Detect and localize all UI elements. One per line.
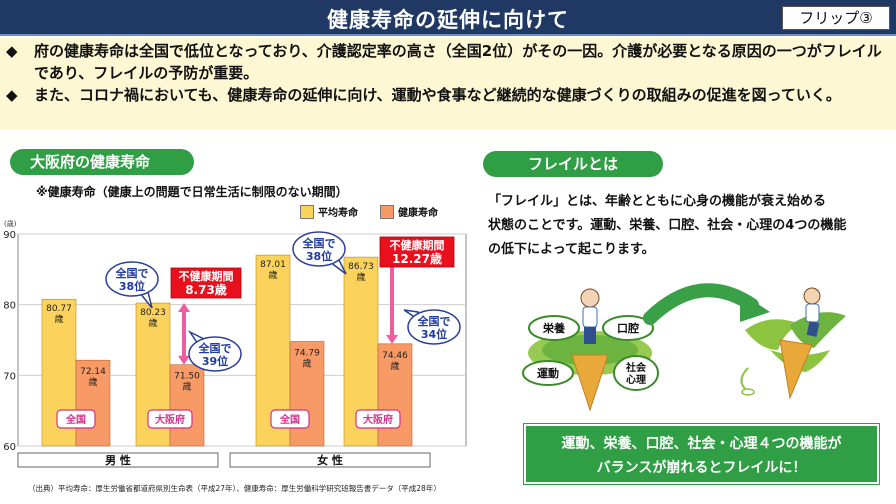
region-tag-label: 大阪府 bbox=[155, 413, 185, 426]
gender-box-female bbox=[229, 452, 431, 468]
bar-healthy bbox=[169, 364, 205, 447]
region-tag-box bbox=[270, 409, 310, 429]
unhealthy-period-label: 不健康期間 bbox=[390, 238, 445, 252]
leaf-label-oral: 口腔 bbox=[617, 321, 639, 335]
intro-bullet: ◆ 府の健康寿命は全国で低位となっており、介護認定率の高さ（全国2位）がその一因… bbox=[6, 40, 890, 84]
data-label-average: 80.23 歳 bbox=[140, 308, 166, 329]
rank-callout bbox=[292, 231, 346, 267]
frailty-description: 「フレイル」とは、年齢とともに心身の機能が衰え始める 状態のことです。運動、栄養… bbox=[488, 190, 888, 262]
rank-callout bbox=[407, 309, 461, 345]
legend-label-healthy: 健康寿命 bbox=[398, 208, 438, 219]
y-tick-label: 90 bbox=[3, 230, 16, 241]
legend-swatch-average bbox=[300, 204, 314, 219]
gender-label-male: 男 性 bbox=[105, 453, 131, 467]
y-tick-label: 60 bbox=[3, 442, 16, 453]
frailty-description-line: 状態のことです。運動、栄養、口腔、社会・心理の4つの機能 bbox=[488, 218, 847, 233]
region-tag-box bbox=[355, 409, 401, 429]
chart-note: ※健康寿命（健康上の問題で日常生活に制限のない期間） bbox=[36, 185, 348, 199]
unhealthy-period-value: 8.73歳 bbox=[185, 282, 227, 297]
data-label-average: 86.73 歳 bbox=[348, 262, 374, 283]
arrow-up-icon bbox=[178, 303, 190, 313]
leaf-exercise: 運動 bbox=[522, 360, 574, 386]
rank-callout bbox=[188, 336, 242, 372]
region-tag-label: 全国 bbox=[279, 413, 300, 426]
leaf-oral: 口腔 bbox=[602, 315, 654, 341]
rank-callout-text: 全国で 38位 bbox=[302, 236, 336, 263]
unhealthy-period-box bbox=[170, 267, 242, 299]
arrow-down-icon bbox=[386, 334, 398, 344]
data-label-average: 87.01 歳 bbox=[260, 260, 286, 281]
source-note: （出典）平均寿命：厚生労働省都道府県別生命表（平成27年）、健康寿命：厚生労働科… bbox=[28, 484, 441, 493]
y-tick-label: 80 bbox=[3, 301, 16, 312]
life-expectancy-chart: 60 70 80 90 (歳) 80.77 歳 72.14 歳全国 80.23 歳 71.50 歳大阪府… bbox=[3, 219, 467, 468]
diamond-bullet-icon: ◆ bbox=[6, 42, 18, 60]
data-label-healthy: 74.46 歳 bbox=[382, 351, 408, 372]
legend-swatch-healthy bbox=[380, 204, 394, 219]
frailty-conclusion: 運動、栄養、口腔、社会・心理４つの機能が バランスが崩れるとフレイルに！ bbox=[524, 424, 879, 484]
legend-item-average: 平均寿命 bbox=[300, 204, 358, 219]
balanced-top-figure bbox=[528, 288, 652, 412]
bar-healthy bbox=[377, 343, 413, 447]
gender-box-male bbox=[17, 452, 219, 468]
unhealthy-period-label: 不健康期間 bbox=[179, 269, 234, 283]
osaka-section-heading: 大阪府の健康寿命 bbox=[10, 149, 194, 175]
data-label-healthy: 74.79 歳 bbox=[294, 348, 320, 369]
rank-callout-text: 全国で 39位 bbox=[198, 341, 232, 368]
intro-bullet: ◆ また、コロナ禍においても、健康寿命の延伸に向け、運動や食事など継続的な健康づ… bbox=[6, 84, 890, 106]
page-title: 健康寿命の延伸に向けて bbox=[327, 8, 569, 32]
rank-callout-text: 全国で 38位 bbox=[115, 266, 149, 293]
legend-label-average: 平均寿命 bbox=[318, 208, 358, 219]
frailty-conclusion-line: 運動、栄養、口腔、社会・心理４つの機能が bbox=[561, 436, 842, 452]
region-tag-box bbox=[147, 409, 193, 429]
y-unit-label: (歳) bbox=[4, 219, 17, 228]
diamond-bullet-icon: ◆ bbox=[6, 86, 18, 104]
intro-panel: ◆ 府の健康寿命は全国で低位となっており、介護認定率の高さ（全国2位）がその一因… bbox=[0, 38, 896, 130]
flip-label: フリップ③ bbox=[782, 6, 890, 30]
leaf-label-exercise: 運動 bbox=[537, 366, 559, 380]
y-tick-label: 70 bbox=[3, 371, 16, 382]
leaf-label-social: 社会心理 bbox=[625, 361, 646, 386]
unhealthy-period-box bbox=[379, 236, 455, 268]
legend-item-healthy: 健康寿命 bbox=[380, 204, 438, 219]
transition-arrow-icon bbox=[643, 283, 759, 325]
rank-callout-text: 全国で 34位 bbox=[417, 314, 451, 341]
intro-bullet-text: 府の健康寿命は全国で低位となっており、介護認定率の高さ（全国2位）がその一因。介… bbox=[34, 42, 882, 82]
leaf-social: 社会心理 bbox=[613, 355, 659, 391]
unhealthy-period-value: 12.27歳 bbox=[392, 251, 442, 266]
title-bar: 健康寿命の延伸に向けて フリップ③ bbox=[0, 0, 896, 36]
gender-label-female: 女 性 bbox=[317, 453, 343, 467]
frailty-description-line: 「フレイル」とは、年齢とともに心身の機能が衰え始める bbox=[488, 194, 827, 209]
transition-arrowhead-icon bbox=[740, 292, 770, 322]
frailty-illustration: 栄養 口腔 運動 社会心理 bbox=[522, 283, 846, 412]
arrow-down-icon bbox=[178, 355, 190, 365]
leaf-nutrition: 栄養 bbox=[528, 315, 580, 341]
frailty-description-line: の低下によって起こります。 bbox=[488, 242, 655, 257]
data-label-healthy: 71.50 歳 bbox=[174, 372, 200, 393]
region-tag-label: 全国 bbox=[65, 413, 86, 426]
data-label-healthy: 72.14 歳 bbox=[80, 367, 106, 388]
leaf-label-nutrition: 栄養 bbox=[542, 321, 565, 335]
bar-healthy bbox=[75, 359, 111, 447]
rank-callout bbox=[105, 261, 159, 297]
data-label-average: 80.77 歳 bbox=[46, 304, 72, 325]
frailty-section-heading: フレイルとは bbox=[483, 151, 663, 177]
unbalanced-top-figure bbox=[740, 287, 846, 400]
frailty-conclusion-line: バランスが崩れるとフレイルに！ bbox=[596, 460, 807, 476]
region-tag-box bbox=[56, 409, 96, 429]
region-tag-label: 大阪府 bbox=[363, 413, 393, 426]
intro-bullet-text: また、コロナ禍においても、健康寿命の延伸に向け、運動や食事など継続的な健康づくり… bbox=[34, 86, 841, 104]
